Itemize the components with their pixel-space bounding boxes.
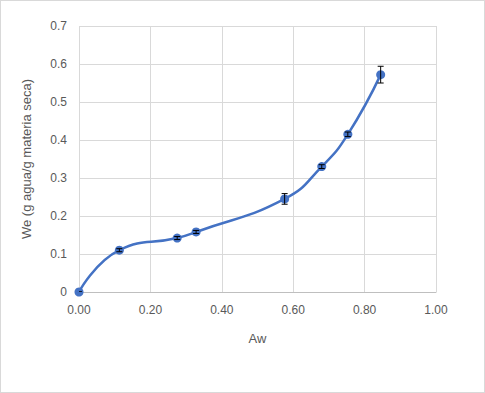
- svg-text:0.40: 0.40: [210, 303, 234, 317]
- svg-text:0.3: 0.3: [50, 171, 67, 185]
- svg-text:We (g agua/g materia seca): We (g agua/g materia seca): [19, 79, 34, 239]
- svg-text:0.00: 0.00: [67, 303, 91, 317]
- svg-text:0.80: 0.80: [353, 303, 377, 317]
- svg-text:0.4: 0.4: [50, 133, 67, 147]
- svg-text:0.7: 0.7: [50, 19, 67, 33]
- svg-text:0.20: 0.20: [139, 303, 163, 317]
- svg-text:0.60: 0.60: [282, 303, 306, 317]
- svg-text:0.6: 0.6: [50, 57, 67, 71]
- svg-text:0.1: 0.1: [50, 247, 67, 261]
- svg-text:1.00: 1.00: [424, 303, 448, 317]
- svg-text:Aw: Aw: [249, 331, 267, 346]
- svg-text:0: 0: [60, 285, 67, 299]
- svg-text:0.5: 0.5: [50, 95, 67, 109]
- svg-text:0.2: 0.2: [50, 209, 67, 223]
